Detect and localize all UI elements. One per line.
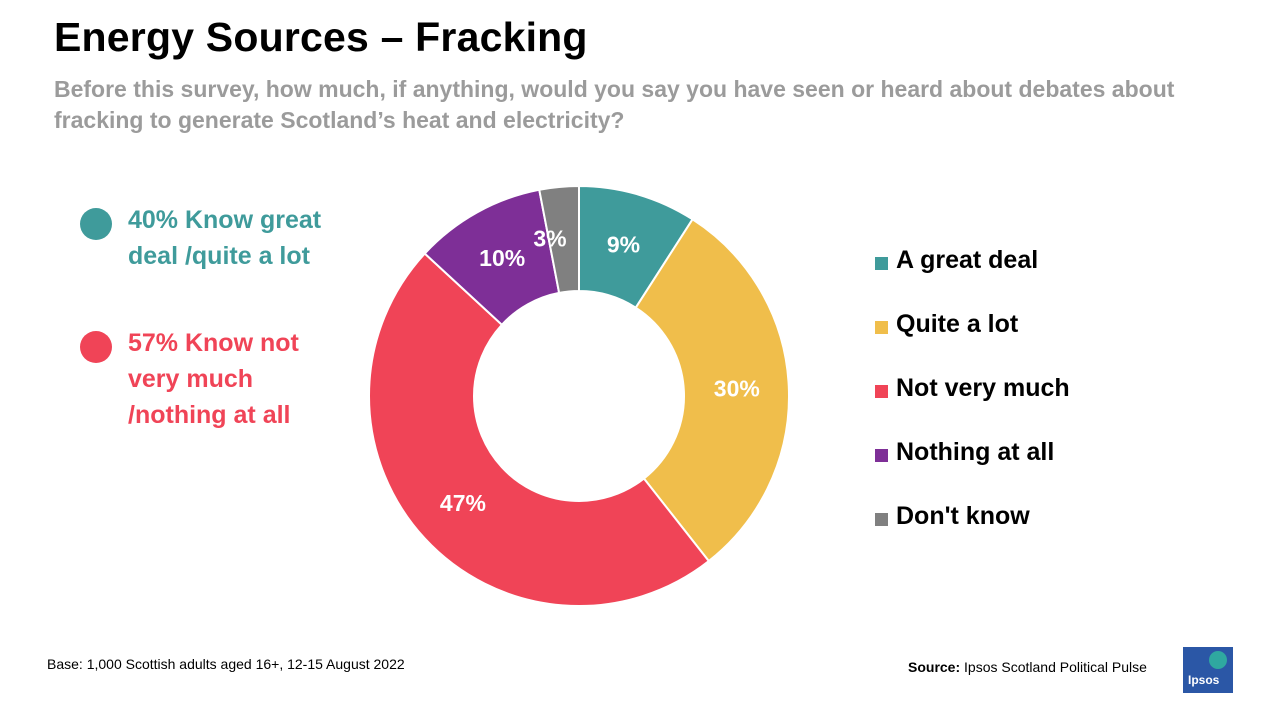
page-title: Energy Sources – Fracking	[54, 14, 588, 60]
logo-mark-icon	[1209, 651, 1227, 669]
logo-text: Ipsos	[1188, 673, 1220, 687]
source-note: Source: Ipsos Scotland Political Pulse	[908, 659, 1147, 675]
summary-dot-icon	[80, 208, 112, 240]
data-label: 3%	[533, 226, 566, 252]
data-label: 9%	[607, 231, 640, 257]
legend-label: A great deal	[896, 246, 1039, 274]
legend-swatch	[875, 257, 888, 270]
data-label: 47%	[440, 490, 486, 516]
legend-swatch	[875, 385, 888, 398]
summary-text: 40% Know great deal /quite a lot	[128, 206, 322, 270]
legend-label: Don't know	[896, 502, 1030, 530]
legend-swatch	[875, 449, 888, 462]
legend-swatch	[875, 513, 888, 526]
page-subtitle: Before this survey, how much, if anythin…	[54, 76, 1175, 133]
donut-slice-quite-a-lot	[634, 217, 790, 563]
base-footnote: Base: 1,000 Scottish adults aged 16+, 12…	[47, 656, 405, 672]
data-label: 10%	[479, 245, 525, 271]
donut-slice-don-t-know	[538, 184, 580, 295]
legend-swatch	[875, 321, 888, 334]
source-text: Ipsos Scotland Political Pulse	[964, 659, 1147, 675]
donut-slice-not-very-much	[368, 252, 711, 607]
ipsos-logo: Ipsos	[1183, 647, 1233, 693]
summary-dot-icon	[80, 331, 112, 363]
source-label: Source:	[908, 659, 961, 675]
legend-label: Quite a lot	[896, 310, 1019, 338]
legend-label: Nothing at all	[896, 438, 1055, 466]
legend-label: Not very much	[896, 374, 1070, 402]
summary-text: 57% Know not very much /nothing at all	[128, 329, 299, 429]
data-label: 30%	[714, 375, 760, 401]
